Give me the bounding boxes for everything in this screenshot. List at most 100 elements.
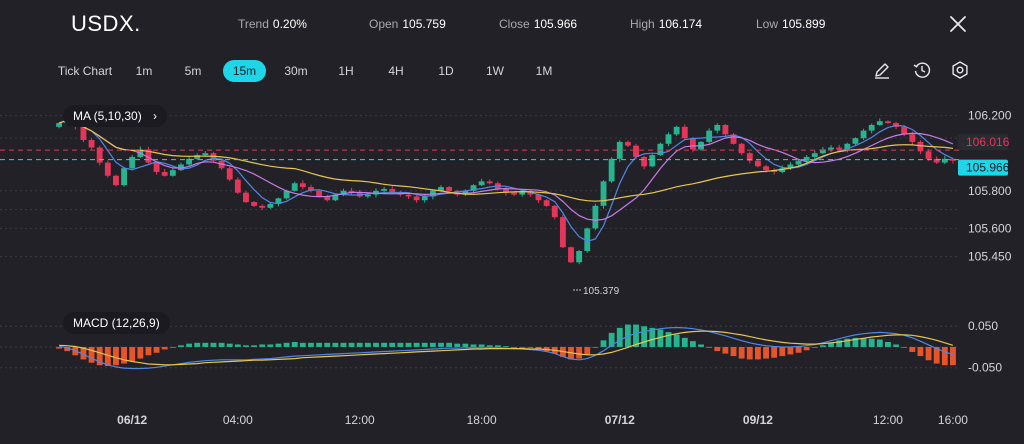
macd-histogram-bar (950, 346, 956, 366)
macd-histogram-bar (454, 343, 461, 347)
candle-body (576, 251, 583, 263)
candle-body (917, 141, 924, 152)
macd-histogram-bar (356, 342, 363, 347)
macd-histogram-bar (519, 346, 526, 348)
time-tick-label: 18:00 (467, 413, 497, 427)
timeframe-1m[interactable]: 1m (135, 64, 153, 78)
macd-histogram-bar (291, 341, 298, 347)
candle-body (251, 202, 258, 206)
candle-body (438, 187, 444, 191)
candle-body (941, 158, 948, 163)
candle-body (275, 198, 282, 204)
candle-body (616, 141, 623, 159)
macd-histogram-bar (649, 327, 656, 347)
candle-body (885, 121, 891, 124)
candle-body (665, 134, 672, 144)
time-tick-label: 09/12 (743, 413, 773, 427)
close-icon[interactable] (948, 14, 968, 34)
candle-body (186, 158, 193, 165)
price-tick-label: 105.800 (968, 184, 1012, 198)
candle-body (787, 164, 794, 169)
macd-histogram-bar (746, 346, 753, 360)
stat-key: Low (756, 17, 779, 31)
macd-histogram-bar (795, 346, 802, 353)
stat-value: 106.174 (658, 17, 703, 31)
macd-histogram-bar (819, 345, 826, 347)
candle-body (324, 196, 331, 201)
macd-histogram-bar (803, 346, 810, 351)
ma-label-text: MA (5,10,30) (73, 109, 142, 123)
candle-body (169, 170, 176, 176)
macd-histogram-bar (925, 346, 932, 361)
timeframe-1d[interactable]: 1D (438, 64, 454, 78)
candle-body (738, 143, 745, 154)
candle-body (243, 192, 249, 203)
candle-body (96, 147, 103, 163)
macd-histogram-bar (608, 332, 615, 347)
macd-label-text: MACD (12,26,9) (73, 316, 160, 330)
timeframe-1w[interactable]: 1W (486, 64, 504, 78)
ma-indicator-label[interactable]: MA (5,10,30) › (63, 105, 168, 127)
candle-body (568, 247, 574, 263)
header-bar: USDX. Trend 0.20% Open 105.759 Close 105.96… (0, 0, 1024, 50)
macd-histogram-bar (56, 346, 62, 349)
stat-value: 105.759 (402, 17, 446, 31)
timeframe-1mo[interactable]: 1M (535, 64, 553, 78)
macd-histogram-bar (413, 342, 420, 347)
macd-histogram-bar (681, 337, 688, 347)
candle-body (754, 160, 761, 167)
macd-histogram-bar (137, 346, 144, 359)
macd-histogram-bar (234, 344, 241, 347)
stat-value: 105.966 (533, 17, 578, 31)
macd-histogram-bar (169, 346, 176, 348)
timeframe-5m[interactable]: 5m (184, 64, 202, 78)
candle-body (828, 147, 834, 150)
candle-body (56, 123, 62, 127)
candle-body (641, 156, 648, 167)
macd-histogram-bar (665, 332, 672, 347)
macd-histogram-bar (194, 342, 201, 347)
timeframe-4h[interactable]: 4H (388, 64, 404, 78)
macd-histogram-bar (121, 346, 127, 364)
time-tick-label: 12:00 (873, 413, 903, 427)
candle-body (234, 179, 241, 193)
stat-trend: Trend 0.20% (238, 17, 307, 31)
macd-histogram-bar (267, 344, 274, 347)
candle-body (811, 153, 818, 157)
stat-value: 0.20% (272, 17, 307, 31)
price-tag-label: 105.966 (966, 161, 1010, 175)
candle-body (470, 185, 477, 191)
candle-body (706, 130, 713, 142)
history-icon[interactable] (912, 60, 932, 80)
settings-icon[interactable] (950, 60, 970, 80)
candle-body (364, 194, 371, 197)
macd-histogram-bar (332, 342, 339, 347)
macd-histogram-bar (771, 346, 778, 358)
candle-body (689, 138, 696, 150)
candle-body (868, 124, 875, 131)
low-marker-label: 105.379 (583, 286, 620, 297)
candle-body (925, 151, 932, 159)
price-tag (958, 159, 1008, 176)
macd-indicator-label[interactable]: MACD (12,26,9) (63, 312, 170, 334)
candle-body (600, 181, 607, 206)
draw-icon[interactable] (872, 60, 892, 80)
timeframe-15m[interactable]: 15m (223, 60, 266, 82)
macd-histogram-bar (104, 346, 111, 367)
candle-body (860, 130, 867, 139)
macd-histogram-bar (113, 346, 119, 366)
timeframe-1h[interactable]: 1H (338, 64, 354, 78)
macd-histogram-bar (722, 346, 729, 354)
candle-body (559, 217, 566, 248)
candle-body (722, 124, 729, 135)
candle-body (283, 190, 290, 199)
macd-histogram-bar (754, 346, 761, 360)
macd-histogram-bar (852, 337, 859, 347)
macd-histogram-bar (283, 342, 290, 347)
macd-histogram-bar (876, 339, 883, 347)
timeframe-30m[interactable]: 30m (284, 64, 308, 78)
tick-chart-label: Tick Chart (57, 64, 113, 78)
macd-histogram-bar (893, 344, 899, 347)
macd-histogram-bar (486, 345, 493, 347)
